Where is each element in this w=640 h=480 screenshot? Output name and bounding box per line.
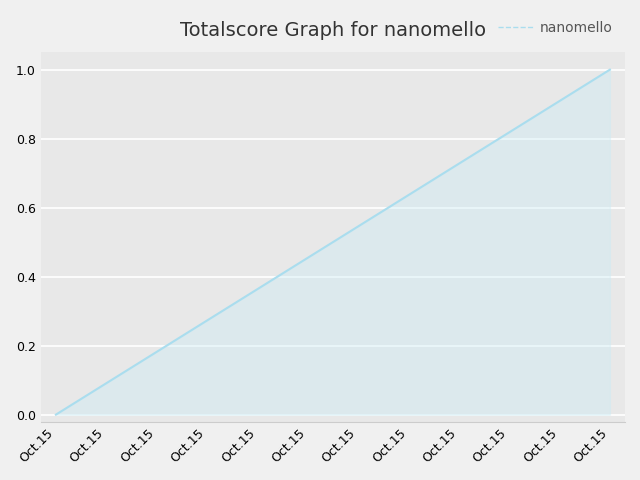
nanomello [253,286,261,292]
Title: Totalscore Graph for nanomello: Totalscore Graph for nanomello [180,21,486,40]
nanomello [203,318,211,324]
nanomello [606,67,614,72]
nanomello [556,98,563,104]
nanomello [102,380,110,386]
Line: nanomello: nanomello [56,70,610,415]
nanomello [455,161,463,167]
nanomello [355,224,362,229]
Legend: nanomello: nanomello [492,15,618,40]
nanomello [153,349,161,355]
nanomello [506,130,513,135]
nanomello [404,192,412,198]
nanomello [52,412,60,418]
nanomello [304,255,312,261]
